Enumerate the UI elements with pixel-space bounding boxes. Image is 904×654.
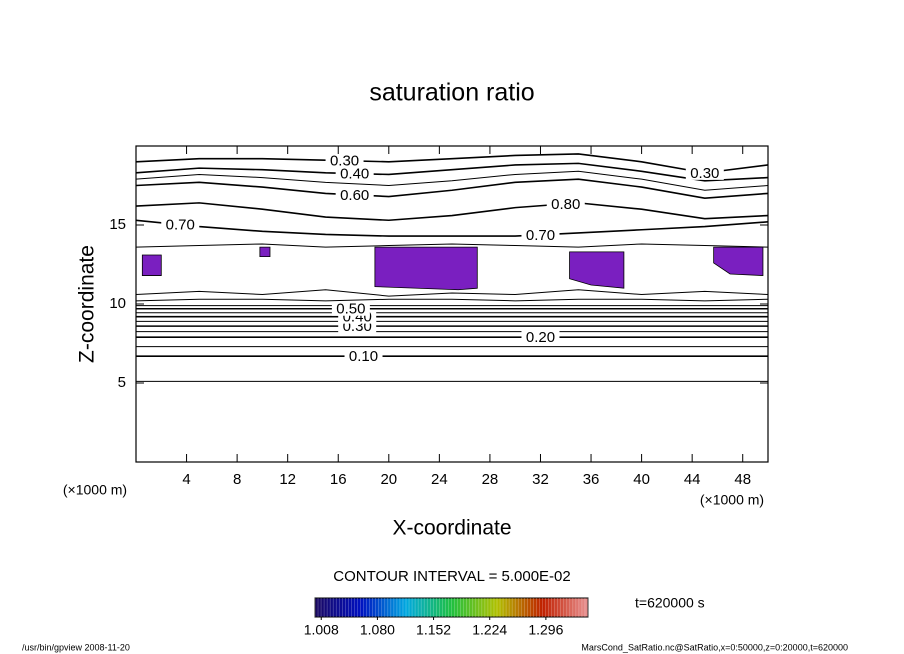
shaded-region bbox=[259, 246, 271, 258]
footer-left: /usr/bin/gpview 2008-11-20 bbox=[22, 642, 130, 652]
x-tick-label: 8 bbox=[233, 471, 241, 488]
y-unit: (×1000 m) bbox=[63, 482, 127, 498]
colorbar-tick-label: 1.296 bbox=[528, 622, 563, 638]
contour-label: 0.70 bbox=[166, 217, 195, 234]
x-tick-label: 40 bbox=[633, 471, 650, 488]
contour-label: 0.60 bbox=[340, 187, 369, 204]
contour-line bbox=[136, 219, 768, 237]
contour-line bbox=[136, 289, 768, 297]
contour-label-bg bbox=[331, 301, 370, 316]
contour-label: 0.70 bbox=[526, 227, 555, 244]
contour-line bbox=[136, 153, 768, 174]
contour-label: 0.30 bbox=[330, 153, 359, 170]
shaded-region bbox=[374, 246, 478, 291]
contour-label: 0.40 bbox=[340, 166, 369, 183]
x-tick-label: 4 bbox=[182, 471, 190, 488]
contour-label-bg bbox=[685, 165, 724, 180]
colorbar-tick-label: 1.224 bbox=[472, 622, 507, 638]
shaded-region bbox=[569, 251, 625, 289]
contour-line bbox=[136, 202, 768, 222]
time-label: t=620000 s bbox=[635, 595, 705, 611]
contour-label: 0.30 bbox=[690, 165, 719, 182]
y-tick-label: 10 bbox=[109, 295, 126, 312]
colorbar-tick-label: 1.008 bbox=[304, 622, 339, 638]
x-tick-label: 20 bbox=[380, 471, 397, 488]
x-tick-label: 36 bbox=[583, 471, 600, 488]
colorbar-tick-label: 1.080 bbox=[360, 622, 395, 638]
contour-label-bg bbox=[325, 153, 364, 168]
contour-label-bg bbox=[521, 227, 560, 242]
footer-right: MarsCond_SatRatio.nc@SatRatio,x=0:50000,… bbox=[581, 642, 848, 652]
x-tick-label: 28 bbox=[482, 471, 499, 488]
y-axis-label: Z-coordinate bbox=[76, 245, 99, 363]
x-tick-label: 32 bbox=[532, 471, 549, 488]
plot: 0.100.200.300.400.500.700.700.800.600.40… bbox=[136, 153, 768, 382]
x-tick-label: 48 bbox=[734, 471, 751, 488]
shaded-region bbox=[141, 254, 162, 276]
x-tick-label: 16 bbox=[330, 471, 347, 488]
x-unit: (×1000 m) bbox=[700, 492, 764, 508]
colorbar bbox=[314, 597, 589, 618]
y-tick-label: 15 bbox=[109, 216, 126, 233]
x-tick-label: 44 bbox=[684, 471, 701, 488]
contour-line bbox=[136, 162, 768, 182]
contour-label-bg bbox=[546, 196, 585, 211]
contour-label: 0.10 bbox=[349, 348, 378, 365]
x-axis-label: X-coordinate bbox=[392, 517, 511, 540]
contour-label-bg bbox=[335, 166, 374, 181]
contour-line bbox=[136, 170, 768, 191]
contour-line bbox=[136, 298, 768, 302]
contour-label-bg bbox=[344, 349, 383, 364]
chart-title: saturation ratio bbox=[369, 79, 534, 107]
x-tick-label: 12 bbox=[279, 471, 296, 488]
x-tick-label: 24 bbox=[431, 471, 448, 488]
contour-label: 0.20 bbox=[526, 329, 555, 346]
contour-label: 0.50 bbox=[336, 301, 365, 318]
contour-label-bg bbox=[161, 217, 200, 232]
contour-label: 0.80 bbox=[551, 196, 580, 213]
contour-label-bg bbox=[521, 330, 560, 345]
contour-label-bg bbox=[335, 187, 374, 202]
contour-line bbox=[136, 178, 768, 199]
contour-interval: CONTOUR INTERVAL = 5.000E-02 bbox=[333, 568, 570, 585]
contour-line bbox=[136, 243, 768, 248]
y-tick-label: 5 bbox=[118, 374, 126, 391]
colorbar-tick-label: 1.152 bbox=[416, 622, 451, 638]
